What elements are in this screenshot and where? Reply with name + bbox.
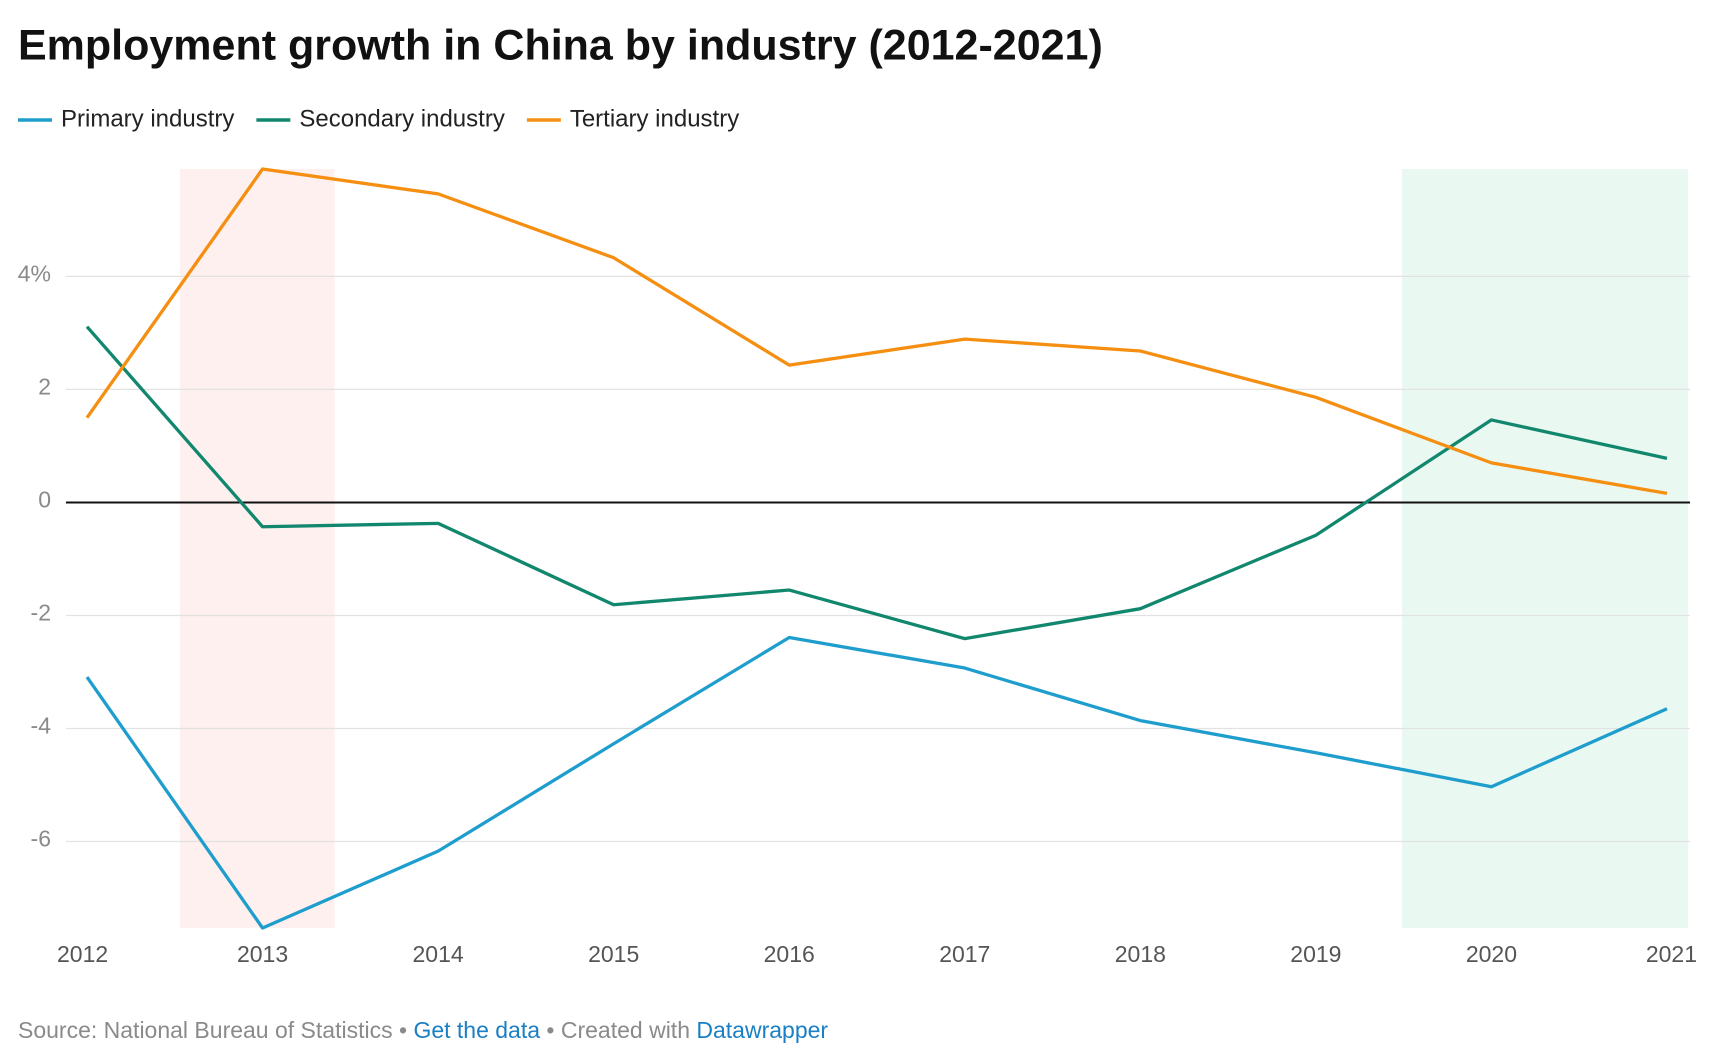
x-tick-label: 2014 (413, 941, 464, 967)
x-tick-label: 2017 (939, 941, 990, 967)
chart-title: Employment growth in China by industry (… (18, 21, 1103, 69)
x-tick-label: 2016 (764, 941, 815, 967)
legend-label: Tertiary industry (570, 105, 739, 132)
y-tick-label: 0 (38, 487, 51, 513)
separator: • (546, 1017, 554, 1043)
created-with: Created with (561, 1017, 690, 1043)
highlight-band (180, 169, 335, 928)
x-tick-label: 2015 (588, 941, 639, 967)
y-tick-label: -4 (31, 713, 52, 739)
data-link[interactable]: Get the data (413, 1017, 540, 1043)
series-line (85, 167, 1668, 496)
y-tick-label: 4% (18, 260, 51, 286)
highlight-band (1401, 169, 1689, 928)
tool-link[interactable]: Datawrapper (696, 1017, 828, 1043)
series-line (85, 635, 1668, 930)
x-tick-label: 2013 (237, 941, 288, 967)
legend-label: Secondary industry (299, 105, 504, 132)
legend-label: Primary industry (61, 105, 234, 132)
x-tick-label: 2021 (1646, 941, 1697, 967)
x-tick-label: 2020 (1466, 941, 1517, 967)
x-tick-label: 2012 (57, 941, 108, 967)
series-line (85, 325, 1668, 641)
source: Source: National Bureau of Statistics (18, 1017, 393, 1043)
y-tick-label: 2 (38, 373, 51, 399)
y-tick-label: -6 (31, 826, 51, 852)
legend: Primary industry Secondary industry Tertia… (18, 105, 739, 132)
x-tick-label: 2019 (1290, 941, 1341, 967)
x-tick-label: 2018 (1115, 941, 1166, 967)
separator: • (399, 1017, 407, 1043)
y-tick-label: -2 (31, 600, 51, 626)
footer: Source: National Bureau of Statistics • … (18, 1017, 828, 1043)
